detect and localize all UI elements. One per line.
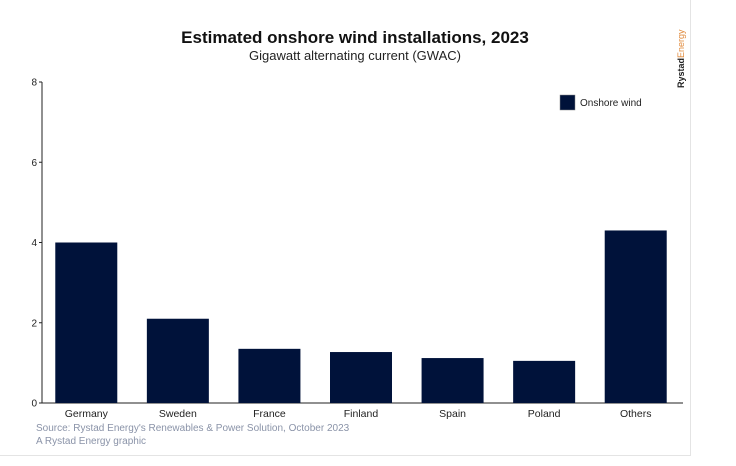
chart-frame — [0, 0, 691, 456]
bar-germany — [55, 242, 118, 403]
x-tick-label: Sweden — [159, 408, 197, 420]
bar-poland — [513, 360, 576, 403]
bar-sweden — [146, 318, 209, 403]
chart-subtitle: Gigawatt alternating current (GWAC) — [249, 48, 461, 63]
y-tick-label: 2 — [31, 318, 37, 329]
legend-label: Onshore wind — [580, 98, 642, 109]
x-tick-label: Poland — [528, 408, 561, 420]
x-tick-label: France — [253, 408, 286, 420]
source-note: Source: Rystad Energy's Renewables & Pow… — [36, 423, 350, 434]
y-tick-label: 6 — [31, 158, 37, 169]
y-tick-label: 0 — [31, 399, 37, 410]
y-tick-label: 4 — [31, 238, 37, 249]
x-tick-label: Finland — [344, 408, 379, 420]
x-tick-label: Others — [620, 408, 652, 420]
bar-spain — [421, 358, 484, 403]
credit-note: A Rystad Energy graphic — [36, 436, 147, 447]
x-tick-label: Spain — [439, 408, 466, 420]
bar-finland — [330, 352, 392, 403]
bar-others — [604, 230, 667, 403]
chart-title: Estimated onshore wind installations, 20… — [181, 28, 529, 47]
bar-france — [238, 348, 301, 403]
y-tick-label: 8 — [31, 78, 37, 89]
legend-swatch — [559, 94, 576, 111]
x-tick-label: Germany — [65, 408, 109, 420]
